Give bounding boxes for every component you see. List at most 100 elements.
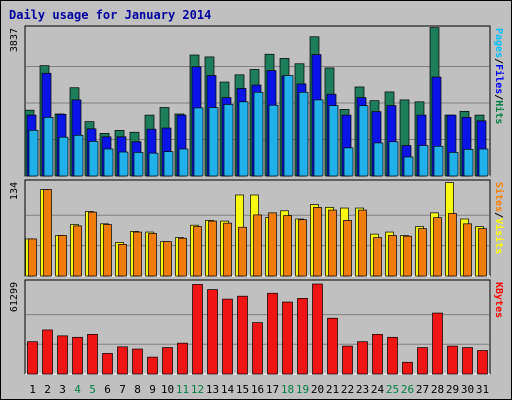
- bar-sites-day-25: [388, 235, 397, 277]
- bar-pages-day-20: [313, 99, 324, 177]
- bar-pages-day-4: [73, 134, 84, 177]
- bar-sites-day-6: [103, 224, 112, 277]
- bar-kbytes-day-23: [357, 341, 368, 375]
- legend-entry-pages: Pages: [493, 28, 504, 58]
- chart-title: Daily usage for January 2014: [9, 8, 211, 22]
- bar-pages-day-23: [358, 105, 369, 177]
- bar-kbytes-day-17: [267, 292, 278, 375]
- bar-sites-day-13: [208, 220, 217, 277]
- bar-pages-day-31: [478, 148, 489, 177]
- bar-pages-day-30: [463, 149, 474, 177]
- bar-pages-day-3: [58, 136, 69, 177]
- bar-sites-day-29: [448, 213, 457, 277]
- bar-kbytes-day-20: [312, 283, 323, 375]
- panel-hits-files-pages: 3837 Pages/Files/Hits: [9, 25, 505, 177]
- bar-pages-day-9: [148, 152, 159, 177]
- x-tick-label-day-10: 10: [161, 383, 174, 396]
- bar-pages-day-14: [223, 104, 234, 177]
- bar-sites-day-10: [163, 241, 172, 277]
- legend-entry-kbytes: KBytes: [493, 282, 504, 318]
- bar-pages-day-29: [448, 152, 459, 177]
- x-tick-label-day-13: 13: [206, 383, 219, 396]
- panel-legend: Pages/Files/Hits: [493, 28, 505, 124]
- bar-kbytes-day-1: [27, 341, 38, 375]
- bar-pages-day-13: [208, 107, 219, 177]
- legend-entry-visits: Visits: [493, 218, 505, 254]
- bar-kbytes-day-19: [297, 298, 308, 375]
- x-tick-label-day-23: 23: [356, 383, 369, 396]
- bar-sites-day-28: [433, 217, 442, 277]
- bar-sites-day-7: [118, 244, 127, 277]
- x-tick-label-day-14: 14: [221, 383, 235, 396]
- x-tick-label-day-15: 15: [236, 383, 249, 396]
- bar-sites-day-26: [403, 235, 412, 277]
- bar-sites-day-3: [58, 235, 67, 277]
- x-tick-label-day-4: 4: [74, 383, 81, 396]
- bar-sites-day-5: [88, 211, 97, 277]
- bar-pages-day-5: [88, 141, 99, 177]
- bar-kbytes-day-11: [177, 342, 188, 375]
- bar-sites-day-19: [298, 219, 307, 277]
- bar-sites-day-21: [328, 209, 337, 277]
- x-tick-label-day-18: 18: [281, 383, 294, 396]
- bar-pages-day-16: [253, 91, 264, 177]
- bar-kbytes-day-2: [42, 329, 53, 375]
- bar-pages-day-6: [103, 148, 114, 177]
- bar-kbytes-day-5: [87, 334, 98, 375]
- bar-pages-day-12: [193, 107, 204, 177]
- bar-kbytes-day-28: [432, 312, 443, 375]
- bar-sites-day-14: [223, 222, 232, 277]
- legend-entry-: /: [493, 212, 504, 218]
- bar-sites-day-24: [373, 237, 382, 277]
- bar-kbytes-day-3: [57, 335, 68, 375]
- bar-pages-day-17: [268, 104, 279, 177]
- x-tick-label-day-29: 29: [446, 383, 459, 396]
- x-tick-label-day-8: 8: [134, 383, 141, 396]
- bar-pages-day-15: [238, 101, 249, 177]
- bar-pages-day-8: [133, 152, 144, 177]
- bar-kbytes-day-21: [327, 317, 338, 375]
- x-tick-label-day-12: 12: [191, 383, 204, 396]
- bar-sites-day-8: [133, 231, 142, 277]
- x-tick-labels: 1 2 3 4 5 6 7 8 9 10 11 12 13 14 15 16 17 18 19 20 21 22 23 24 2…: [29, 383, 489, 396]
- bar-sites-day-1: [28, 238, 37, 277]
- bar-kbytes-day-9: [147, 356, 158, 375]
- x-tick-label-day-17: 17: [266, 383, 279, 396]
- bar-kbytes-day-31: [477, 350, 488, 375]
- x-tick-label-day-11: 11: [176, 383, 189, 396]
- bar-pages-day-22: [343, 147, 354, 177]
- bar-pages-day-25: [388, 141, 399, 177]
- bar-sites-day-23: [358, 209, 367, 277]
- y-max-label: 3837: [9, 28, 20, 52]
- bar-kbytes-day-30: [462, 347, 473, 375]
- x-tick-label-day-21: 21: [326, 383, 339, 396]
- y-max-label: 134: [9, 182, 20, 200]
- y-max-label: 61299: [9, 282, 20, 312]
- x-tick-label-day-22: 22: [341, 383, 354, 396]
- x-tick-label-day-1: 1: [29, 383, 36, 396]
- x-tick-label-day-3: 3: [59, 383, 66, 396]
- panel-legend: KBytes: [493, 282, 504, 318]
- x-tick-label-day-31: 31: [476, 383, 489, 396]
- bar-kbytes-day-8: [132, 348, 143, 375]
- x-tick-label-day-7: 7: [119, 383, 126, 396]
- bar-pages-day-19: [298, 91, 309, 177]
- bar-sites-day-18: [283, 215, 292, 277]
- bar-sites-day-12: [193, 226, 202, 277]
- bar-kbytes-day-12: [192, 284, 203, 375]
- bar-kbytes-day-29: [447, 345, 458, 375]
- x-tick-label-day-27: 27: [416, 383, 429, 396]
- bar-pages-day-24: [373, 142, 384, 177]
- bar-sites-day-11: [178, 237, 187, 277]
- panel-legend: Sites/Visits: [493, 182, 505, 254]
- legend-entry-files: Files: [493, 64, 505, 94]
- bar-sites-day-17: [268, 212, 277, 277]
- bar-kbytes-day-25: [387, 336, 398, 375]
- x-tick-label-day-26: 26: [401, 383, 414, 396]
- bar-kbytes-day-6: [102, 353, 113, 375]
- bar-sites-day-31: [478, 228, 487, 277]
- legend-entry-: /: [493, 94, 504, 100]
- bar-kbytes-day-15: [237, 295, 248, 375]
- bar-kbytes-day-27: [417, 347, 428, 375]
